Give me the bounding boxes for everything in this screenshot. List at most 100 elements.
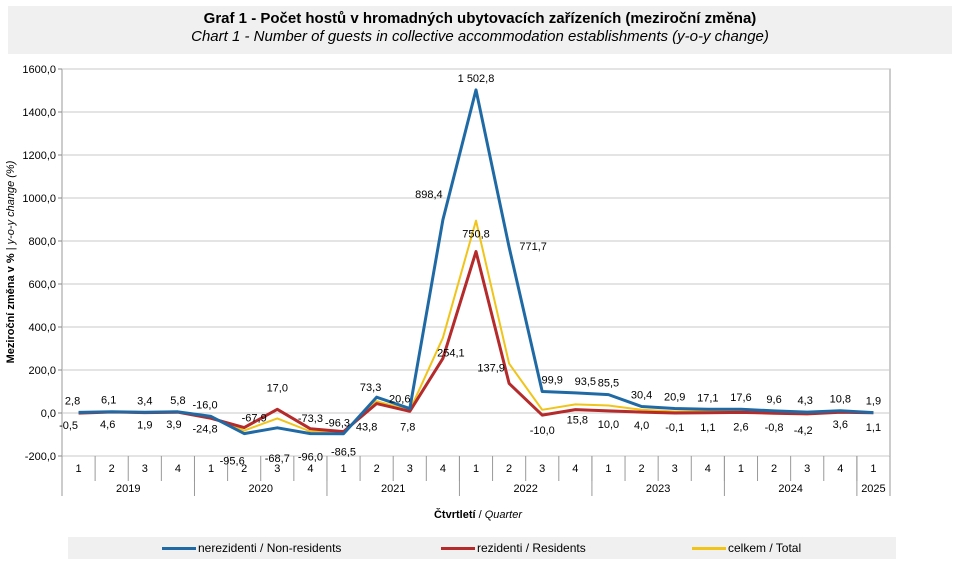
- data-label-res: 750,8: [462, 229, 490, 241]
- y-tick-label: -200,0: [25, 451, 56, 463]
- y-axis-label: Meziroční změna v % | y-o-y change (%): [5, 160, 17, 363]
- x-tick-label: 4: [307, 463, 313, 475]
- x-tick-label: 1: [75, 463, 81, 475]
- x-tick-label: 1: [605, 463, 611, 475]
- data-label-nonres: 30,4: [631, 389, 652, 401]
- data-label-res: 4,6: [100, 419, 115, 431]
- y-tick-label: 1400,0: [22, 107, 56, 119]
- x-tick-label: 2: [109, 463, 115, 475]
- data-label-res: -0,5: [59, 420, 78, 432]
- x-axis-label-sep: /: [476, 509, 485, 521]
- year-label: 2020: [248, 483, 272, 495]
- chart-title: Graf 1 - Počet hostů v hromadných ubytov…: [203, 10, 757, 27]
- data-label-nonres: 9,6: [766, 394, 781, 406]
- data-label-res: 17,0: [267, 382, 288, 394]
- x-tick-label: 1: [473, 463, 479, 475]
- data-label-res: 10,0: [598, 419, 619, 431]
- data-label-nonres: 5,8: [170, 395, 185, 407]
- x-tick-label: 2: [374, 463, 380, 475]
- x-tick-label: 3: [274, 463, 280, 475]
- data-label-nonres: 6,1: [101, 395, 116, 407]
- data-label-res: -67,9: [242, 413, 267, 425]
- legend-swatch-non-residents: [162, 547, 196, 550]
- data-label-res: 7,8: [400, 421, 415, 433]
- y-tick-label: 1000,0: [22, 193, 56, 205]
- data-label-res: -10,0: [530, 425, 555, 437]
- data-labels: 2,8 6,1 3,4 5,8 -16,0 -95,6 -68,7 -96,0 -96,3 73,…: [59, 73, 881, 468]
- data-label-nonres: -68,7: [265, 453, 290, 465]
- x-tick-label: 2: [771, 463, 777, 475]
- data-label-nonres: 2,8: [65, 395, 80, 407]
- x-axis-label-en: Quarter: [485, 509, 524, 521]
- data-label-nonres: 1,9: [866, 396, 881, 408]
- data-label-nonres: -16,0: [193, 399, 218, 411]
- data-label-nonres: 1 502,8: [458, 73, 495, 85]
- data-label-res: 1,1: [700, 422, 715, 434]
- y-axis-label-cz: Meziroční změna v %: [5, 253, 17, 363]
- data-label-res: 3,9: [166, 419, 181, 431]
- year-label: 2021: [381, 483, 405, 495]
- legend-swatch-residents: [441, 547, 475, 550]
- y-tick-label: 200,0: [28, 365, 56, 377]
- x-tick-label: 4: [175, 463, 181, 475]
- data-label-res: 2,6: [733, 421, 748, 433]
- data-label-nonres: 898,4: [415, 189, 443, 201]
- x-tick-label: 3: [804, 463, 810, 475]
- x-tick-label: 2: [639, 463, 645, 475]
- x-tick-label: 3: [142, 463, 148, 475]
- data-label-nonres: -96,0: [298, 452, 323, 464]
- x-tick-label: 1: [738, 463, 744, 475]
- y-tick-label: 1600,0: [22, 64, 56, 76]
- x-tick-label: 1: [340, 463, 346, 475]
- y-tick-label: 0,0: [41, 408, 56, 420]
- data-label-nonres: 73,3: [360, 382, 381, 394]
- legend-label-total: celkem / Total: [728, 541, 802, 555]
- x-tick-label: 1: [870, 463, 876, 475]
- y-tick-label: 400,0: [28, 322, 56, 334]
- data-label-res: 43,8: [356, 422, 377, 434]
- data-label-res: 1,1: [866, 422, 881, 434]
- x-tick-label: 1: [208, 463, 214, 475]
- y-tick-label: 800,0: [28, 236, 56, 248]
- legend-swatch-total: [692, 547, 726, 550]
- series-line-nonres: [78, 88, 874, 436]
- x-tick-label: 4: [440, 463, 446, 475]
- x-tick-label: 4: [705, 463, 711, 475]
- data-label-res: -86,5: [331, 447, 356, 459]
- x-axis-label-cz: Čtvrtletí: [434, 508, 477, 521]
- x-tick-label: 2: [506, 463, 512, 475]
- data-label-res: 1,9: [137, 420, 152, 432]
- data-label-nonres: 93,5: [575, 376, 596, 388]
- legend-label-residents: rezidenti / Residents: [477, 541, 586, 555]
- gridlines: [61, 68, 891, 457]
- year-label: 2024: [778, 483, 802, 495]
- x-tick-label: 3: [672, 463, 678, 475]
- data-label-nonres: -96,3: [325, 418, 350, 430]
- data-label-nonres: -95,6: [220, 456, 245, 468]
- data-label-nonres: 4,3: [798, 395, 813, 407]
- data-label-nonres: 17,1: [697, 392, 718, 404]
- x-tick-label: 4: [837, 463, 843, 475]
- data-label-res: 3,6: [833, 419, 848, 431]
- legend-label-non-residents: nerezidenti / Non-residents: [198, 541, 342, 555]
- x-tick-label: 3: [539, 463, 545, 475]
- data-label-res: -24,8: [193, 423, 218, 435]
- year-label: 2025: [861, 483, 885, 495]
- data-label-nonres: 99,9: [542, 375, 563, 387]
- data-label-res: 4,0: [634, 420, 649, 432]
- year-label: 2019: [116, 483, 140, 495]
- x-tick-label: 3: [407, 463, 413, 475]
- data-label-res: 15,8: [567, 415, 588, 427]
- data-label-res: -4,2: [794, 425, 813, 437]
- y-axis-label-sep: |: [5, 244, 17, 253]
- y-tick-label: 600,0: [28, 279, 56, 291]
- data-label-res: -0,8: [765, 422, 784, 434]
- chart-title-box: Graf 1 - Počet hostů v hromadných ubytov…: [8, 6, 952, 54]
- data-label-nonres: 771,7: [519, 241, 547, 253]
- chart-subtitle: Chart 1 - Number of guests in collective…: [191, 28, 769, 45]
- legend: nerezidenti / Non-residents rezidenti / …: [68, 537, 896, 559]
- data-label-res: 137,9: [477, 362, 505, 374]
- data-label-res: 254,1: [437, 347, 465, 359]
- y-axis-ticks: -200,0 0,0 200,0 400,0 600,0 800,0 1000,0 1200,…: [22, 64, 62, 463]
- data-label-res: -0,1: [665, 422, 684, 434]
